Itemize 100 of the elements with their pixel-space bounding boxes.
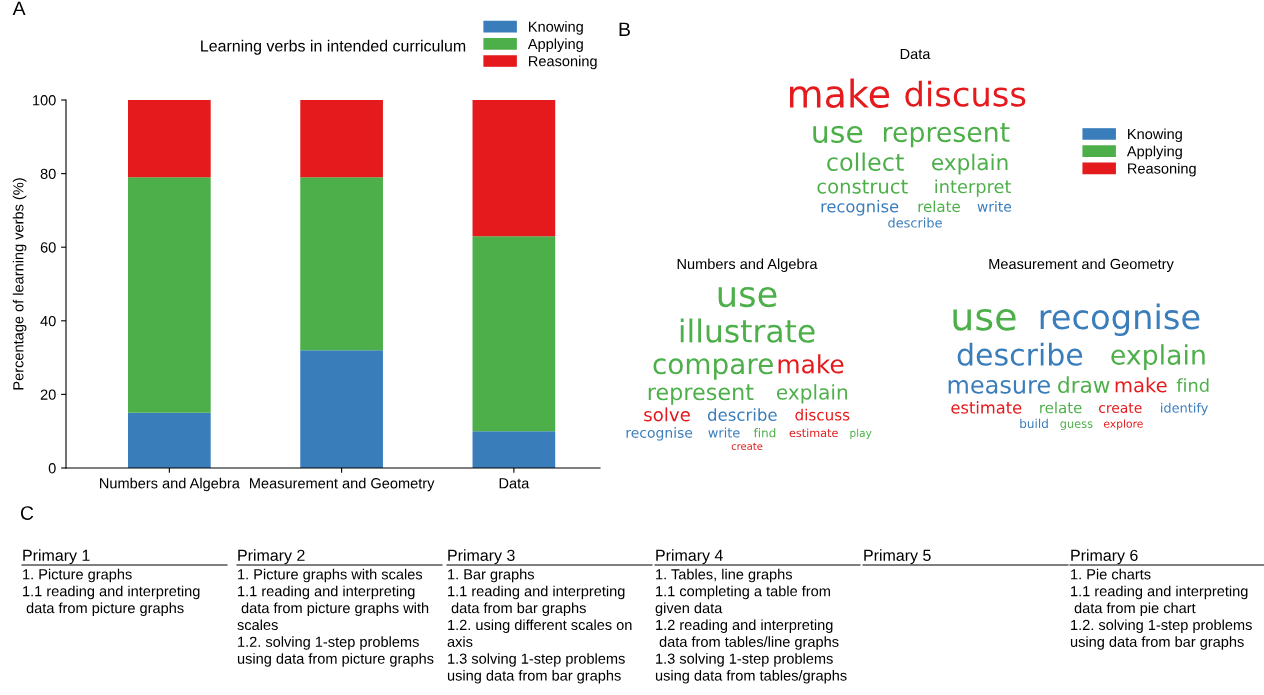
category-label: guess — [1060, 421, 1093, 431]
category-label: collect — [827, 152, 904, 172]
text: using data from bar graphs — [1070, 636, 1244, 650]
y-tick-label: 0 — [48, 463, 56, 474]
text: using data from bar graphs — [447, 670, 621, 684]
text: 1.3 solving 1-step problems — [656, 653, 833, 667]
text: B — [619, 22, 630, 37]
category-label: use — [813, 125, 863, 144]
text: Measurement and Geometry — [989, 258, 1174, 272]
category-label: explain — [1111, 344, 1205, 371]
text: data from picture graphs with — [241, 602, 429, 617]
bar — [472, 431, 556, 468]
category-label: make — [778, 354, 844, 374]
y-tick-label: 20 — [40, 389, 56, 400]
text: 1.2 reading and interpreting — [656, 619, 833, 633]
category-label: measure — [948, 380, 1050, 394]
category-label: play — [850, 428, 872, 439]
category-label: write — [708, 427, 740, 438]
category-label: identify — [1161, 402, 1208, 416]
y-tick-label: 40 — [40, 315, 56, 327]
category-label: create — [731, 442, 763, 450]
category-label: recognise — [821, 199, 899, 216]
text: Primary 2 — [238, 549, 305, 565]
text: Primary 3 — [448, 549, 515, 565]
category-label: use — [718, 286, 777, 308]
category-label: build — [1020, 418, 1048, 429]
text: C — [20, 506, 34, 520]
text: 1. Tables, line graphs — [656, 568, 793, 583]
bar — [128, 100, 211, 178]
y-tick-label: 80 — [40, 168, 56, 180]
text: A — [12, 1, 26, 16]
legend-label: Applying — [527, 38, 583, 52]
x-tick-label: Data — [499, 478, 530, 489]
text: 1.1 reading and interpreting — [1071, 585, 1248, 600]
category-label: relate — [1040, 401, 1082, 414]
bar — [128, 412, 211, 468]
category-label: discuss — [795, 408, 850, 421]
category-label: create — [1099, 403, 1142, 414]
category-label: relate — [918, 200, 960, 213]
bar — [300, 100, 383, 178]
text: axis — [447, 636, 473, 647]
category-label: explain — [776, 384, 848, 404]
text: using data from picture graphs — [237, 653, 434, 667]
text: Primary 5 — [864, 549, 931, 565]
text: data from pie chart — [1074, 602, 1196, 617]
category-label: Knowing — [1128, 128, 1182, 143]
category-label: use — [953, 308, 1016, 331]
category-label: describe — [888, 217, 942, 228]
category-label: construct — [817, 179, 908, 194]
y-tick-label: 100 — [33, 95, 56, 106]
category-label: interpret — [935, 179, 1012, 197]
category-label: illustrate — [680, 318, 815, 343]
text: 1.2. solving 1-step problems — [1071, 619, 1252, 633]
text: 1. Picture graphs with scales — [238, 568, 423, 583]
category-label: discuss — [905, 80, 1026, 107]
text: Primary 4 — [656, 549, 723, 565]
x-tick-label: Measurement and Geometry — [250, 477, 435, 492]
text: 1. Picture graphs — [23, 568, 132, 583]
category-label: describe — [707, 408, 777, 421]
text: 1. Pie charts — [1071, 568, 1151, 580]
text: data from bar graphs — [451, 602, 586, 617]
category-label: describe — [957, 342, 1083, 366]
text: Data — [900, 48, 931, 60]
category-label: find — [1176, 378, 1209, 392]
bar — [472, 236, 556, 432]
category-label: estimate — [951, 401, 1022, 414]
category-label: compare — [653, 358, 773, 380]
x-tick-label: Numbers and Algebra — [100, 477, 240, 492]
category-label: explore — [1103, 419, 1143, 430]
category-label: represent — [648, 384, 754, 405]
text: 1.1 reading and interpreting — [238, 585, 415, 600]
category-label: Applying — [1126, 145, 1182, 160]
y-axis-title: Percentage of learning verbs (%) — [12, 178, 27, 390]
category-label: estimate — [789, 428, 838, 438]
category-label: write — [977, 201, 1012, 212]
text: data from picture graphs — [26, 602, 184, 617]
legend-label: Knowing — [529, 21, 583, 35]
category-label: find — [753, 428, 776, 438]
text: 1.1 reading and interpreting — [23, 585, 200, 600]
text: scales — [237, 619, 278, 631]
text: using data from tables/graphs — [655, 670, 847, 684]
bar — [300, 177, 383, 351]
text: Primary 1 — [23, 549, 90, 565]
category-label: solve — [644, 407, 690, 422]
category-label: make — [1115, 377, 1167, 393]
chart-title: Learning verbs in intended curriculum — [201, 39, 466, 55]
text: 1. Bar graphs — [448, 568, 535, 583]
category-label: recognise — [1040, 303, 1200, 337]
bar — [128, 177, 211, 413]
y-tick-label: 60 — [40, 242, 56, 253]
text: Primary 6 — [1071, 549, 1138, 565]
text: given data — [655, 602, 723, 617]
bar — [300, 350, 383, 468]
category-label: represent — [884, 123, 1010, 148]
text: 1.1 reading and interpreting — [448, 585, 625, 600]
category-label: make — [789, 78, 890, 109]
text: Numbers and Algebra — [677, 258, 818, 272]
text: 1.2. using different scales on — [448, 619, 632, 633]
bar — [472, 100, 556, 237]
text: 1.2. solving 1-step problems — [238, 636, 419, 650]
